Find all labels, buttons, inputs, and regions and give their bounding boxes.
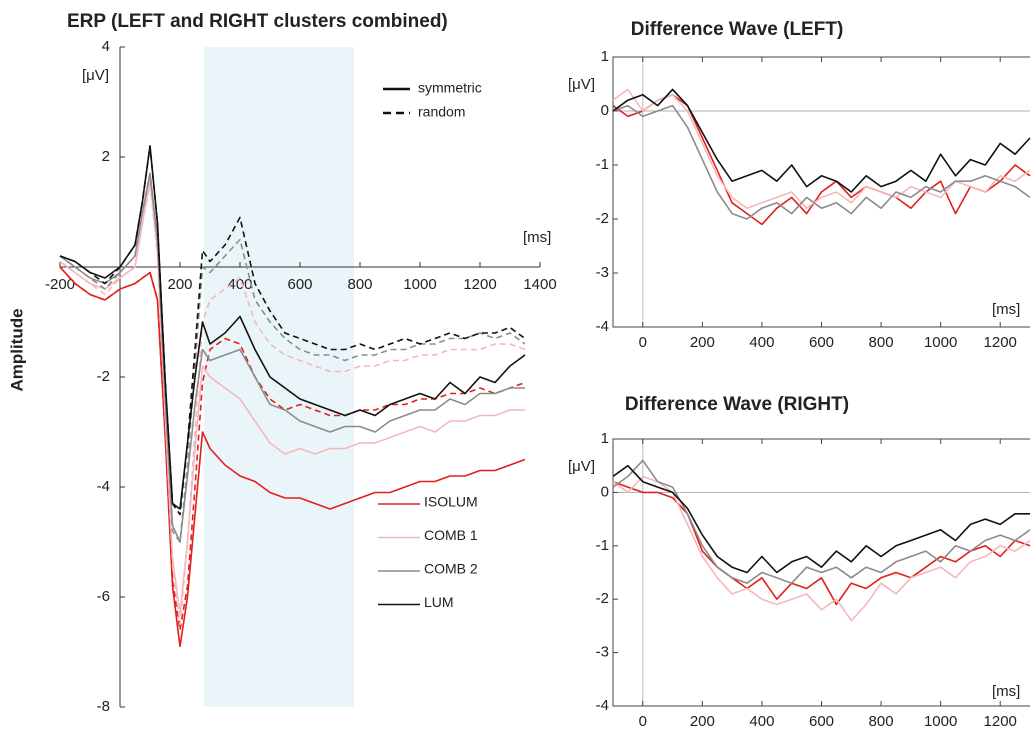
y-tick-label: -8 xyxy=(97,698,110,715)
legend-label: symmetric xyxy=(418,80,482,96)
x-tick-label: 1400 xyxy=(523,276,556,293)
legend-label: LUM xyxy=(424,594,454,610)
x-tick-label: 400 xyxy=(749,334,774,351)
chart-title: Difference Wave (LEFT) xyxy=(631,19,844,40)
y-tick-label: -1 xyxy=(596,156,609,173)
y-unit: [μV] xyxy=(568,458,595,475)
y-tick-label: 2 xyxy=(102,148,110,165)
x-unit: [ms] xyxy=(992,683,1020,700)
data-line xyxy=(612,475,1031,622)
data-line xyxy=(612,459,1031,584)
y-tick-label: -2 xyxy=(596,590,609,607)
x-tick-label: 200 xyxy=(167,276,192,293)
chart-title: ERP (LEFT and RIGHT clusters combined) xyxy=(67,11,448,32)
x-tick-label: 400 xyxy=(227,276,252,293)
y-tick-label: -1 xyxy=(596,537,609,554)
y-tick-label: -2 xyxy=(97,368,110,385)
x-tick-label: -200 xyxy=(45,276,75,293)
data-line xyxy=(59,145,526,516)
x-tick-label: 0 xyxy=(639,713,647,730)
y-tick-label: -6 xyxy=(97,588,110,605)
x-unit: [ms] xyxy=(523,229,551,246)
x-tick-label: 800 xyxy=(869,713,894,730)
x-tick-label: 600 xyxy=(809,713,834,730)
y-tick-label: 0 xyxy=(601,102,609,119)
data-line xyxy=(612,104,1031,220)
x-tick-label: 600 xyxy=(809,334,834,351)
x-tick-label: 0 xyxy=(639,334,647,351)
y-tick-label: -4 xyxy=(97,478,110,495)
y-tick-label: 1 xyxy=(601,430,609,447)
y-tick-label: -4 xyxy=(596,697,609,714)
x-tick-label: 800 xyxy=(347,276,372,293)
y-tick-label: 4 xyxy=(102,38,110,55)
plot-area xyxy=(59,145,526,648)
data-line xyxy=(59,172,526,543)
data-line xyxy=(612,480,1031,606)
y-tick-label: 0 xyxy=(601,483,609,500)
x-tick-label: 1000 xyxy=(924,334,957,351)
x-tick-label: 1200 xyxy=(984,334,1017,351)
x-tick-label: 200 xyxy=(690,713,715,730)
x-tick-label: 600 xyxy=(287,276,312,293)
y-axis-label: Amplitude xyxy=(7,308,26,391)
highlight-window xyxy=(204,47,354,707)
x-tick-label: 800 xyxy=(869,334,894,351)
x-tick-label: 1200 xyxy=(984,713,1017,730)
data-line xyxy=(612,94,1031,226)
y-tick-label: 1 xyxy=(601,48,609,65)
x-tick-label: 200 xyxy=(690,334,715,351)
x-tick-label: 1200 xyxy=(463,276,496,293)
legend-label: ISOLUM xyxy=(424,494,478,510)
y-tick-label: -3 xyxy=(596,644,609,661)
y-tick-label: -2 xyxy=(596,210,609,227)
legend-label: COMB 2 xyxy=(424,561,478,577)
data-line xyxy=(59,183,526,626)
x-unit: [ms] xyxy=(992,301,1020,318)
x-tick-label: 1000 xyxy=(924,713,957,730)
data-line xyxy=(612,464,1030,574)
plot-area xyxy=(612,88,1031,226)
data-line xyxy=(612,88,1031,193)
y-tick-label: -4 xyxy=(596,318,609,335)
legend-label: COMB 1 xyxy=(424,527,478,543)
y-tick-label: -3 xyxy=(596,264,609,281)
data-line xyxy=(59,145,526,510)
data-line xyxy=(612,88,1031,209)
legend-label: random xyxy=(418,104,465,120)
y-unit: [μV] xyxy=(568,76,595,93)
y-unit: [μV] xyxy=(82,67,109,84)
plot-area xyxy=(612,459,1031,622)
x-tick-label: 1000 xyxy=(403,276,436,293)
chart-title: Difference Wave (RIGHT) xyxy=(625,394,849,415)
x-tick-label: 400 xyxy=(749,713,774,730)
